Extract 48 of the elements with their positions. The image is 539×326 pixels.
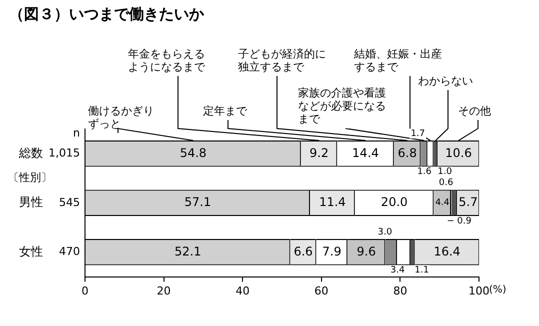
x-tick-label: 40: [236, 284, 250, 298]
x-axis-title: (%): [489, 284, 506, 296]
text: 470: [59, 245, 80, 258]
data-label: 52.1: [174, 244, 202, 258]
x-tick-label: 20: [156, 284, 171, 298]
data-label: 9.6: [356, 244, 376, 258]
text: 家族の介護や看護などが必要になるまで: [298, 86, 386, 126]
data-label: 7.9: [322, 244, 342, 258]
data-label: 4.4: [435, 198, 450, 208]
x-tick-label: 60: [314, 284, 328, 298]
data-label: 3.4: [390, 266, 406, 276]
text: 定年まで: [203, 104, 248, 118]
data-label: 20.0: [380, 195, 408, 210]
chart-title: （図３）いつまで働きたいか: [9, 4, 205, 23]
x-tick-label: 0: [82, 284, 88, 298]
data-label: 6.6: [294, 244, 313, 258]
text: 1,015: [48, 146, 80, 160]
text: n: [73, 126, 80, 140]
data-label: 54.8: [180, 146, 207, 160]
text: 子どもが経済的に独立するまで: [238, 47, 326, 74]
text: 〔性別〕: [8, 171, 52, 184]
data-label: 9.2: [309, 146, 329, 160]
text: わからない: [418, 74, 473, 88]
data-label: 10.6: [445, 146, 472, 160]
data-label: 3.0: [378, 227, 392, 238]
data-label: 57.1: [184, 195, 212, 210]
data-label: 6.8: [398, 146, 417, 160]
y-tick-label: 男性: [19, 195, 43, 210]
data-label: 0.6: [438, 178, 454, 188]
text: 結婚、妊娠・出産するまで: [353, 47, 442, 74]
y-tick-label: 女性: [19, 244, 43, 258]
x-tick-label: 80: [393, 284, 408, 298]
data-label: 5.7: [458, 195, 478, 210]
data-label: 16.4: [434, 244, 460, 258]
data-label: 1.7: [410, 128, 426, 139]
data-label: 1.0: [438, 167, 452, 178]
data-label: 0.9: [457, 216, 472, 226]
data-label: −: [446, 216, 454, 226]
y-tick-label: 総数: [18, 146, 43, 160]
x-tick-label: 100: [468, 284, 490, 298]
text: 年金をもらえるようになるまで: [128, 47, 206, 74]
data-label: 14.4: [352, 146, 379, 160]
data-label: 11.4: [319, 195, 346, 210]
data-label: 1.1: [414, 266, 429, 276]
data-label: 1.6: [417, 167, 432, 178]
text: 545: [59, 196, 80, 209]
text: その他: [458, 104, 491, 118]
series-label: 働けるかぎりずっと: [88, 104, 154, 130]
